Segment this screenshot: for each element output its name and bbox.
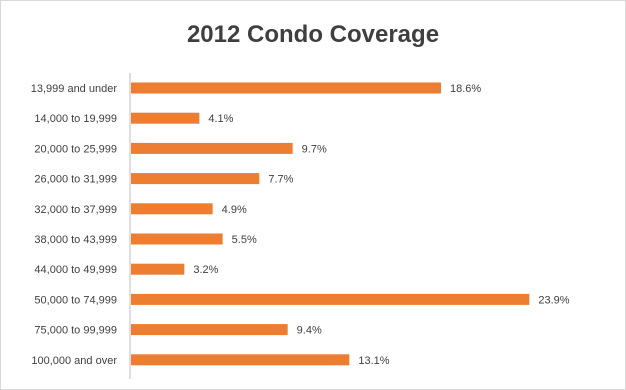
- y-tick-label: 38,000 to 43,999: [34, 234, 117, 246]
- data-label: 18.6%: [450, 83, 481, 95]
- y-tick-label: 75,000 to 99,999: [34, 325, 117, 337]
- y-tick-label: 32,000 to 37,999: [34, 204, 117, 216]
- bar: [131, 203, 213, 215]
- bar: [131, 324, 288, 336]
- bar: [131, 112, 200, 124]
- y-tick-label: 100,000 and over: [31, 355, 117, 367]
- data-label: 9.7%: [302, 143, 327, 155]
- data-label: 4.9%: [222, 204, 247, 216]
- data-label: 9.4%: [297, 325, 322, 337]
- data-label: 5.5%: [232, 234, 257, 246]
- y-tick-label: 26,000 to 31,999: [34, 174, 117, 186]
- y-tick-label: 13,999 and under: [31, 83, 118, 95]
- bar: [131, 233, 223, 245]
- y-tick-label: 44,000 to 49,999: [34, 264, 117, 276]
- bar: [131, 263, 185, 275]
- y-tick-label: 14,000 to 19,999: [34, 113, 117, 125]
- bar: [131, 293, 530, 305]
- chart-title: 2012 Condo Coverage: [186, 21, 440, 48]
- data-label: 13.1%: [358, 355, 389, 367]
- data-label: 3.2%: [193, 264, 218, 276]
- y-tick-label: 20,000 to 25,999: [34, 143, 117, 155]
- bars-group: [131, 82, 530, 366]
- labels-group: 13,999 and under 18.6% 14,000 to 19,999 4.1…: [31, 83, 570, 367]
- y-tick-label: 50,000 to 74,999: [34, 294, 117, 306]
- data-label: 23.9%: [538, 294, 569, 306]
- data-label: 4.1%: [208, 113, 233, 125]
- bar: [131, 82, 441, 94]
- bar: [131, 142, 293, 154]
- bar: [131, 354, 350, 366]
- bar: [131, 173, 260, 185]
- data-label: 7.7%: [268, 174, 293, 186]
